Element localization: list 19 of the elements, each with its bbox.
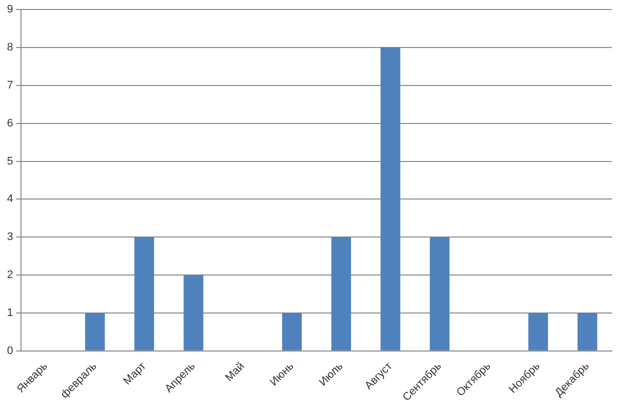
- y-tick-label: 2: [6, 269, 14, 282]
- y-tick-label: 0: [6, 344, 14, 357]
- bar: [85, 312, 105, 350]
- y-tick-label: 3: [6, 231, 14, 244]
- bar: [528, 312, 548, 350]
- y-tick-label: 5: [6, 155, 14, 168]
- y-tick-label: 9: [6, 4, 14, 16]
- bar: [430, 237, 450, 350]
- bar: [331, 237, 352, 350]
- y-tick-label: 7: [6, 79, 14, 92]
- y-tick-label: 1: [6, 306, 14, 319]
- bar: [578, 312, 598, 350]
- bar: [282, 312, 302, 350]
- y-tick-label: 4: [6, 193, 14, 206]
- y-tick-label: 8: [6, 42, 14, 54]
- bar: [380, 48, 400, 350]
- y-tick-label: 6: [6, 117, 14, 130]
- bar: [184, 274, 204, 350]
- bar: [134, 237, 154, 350]
